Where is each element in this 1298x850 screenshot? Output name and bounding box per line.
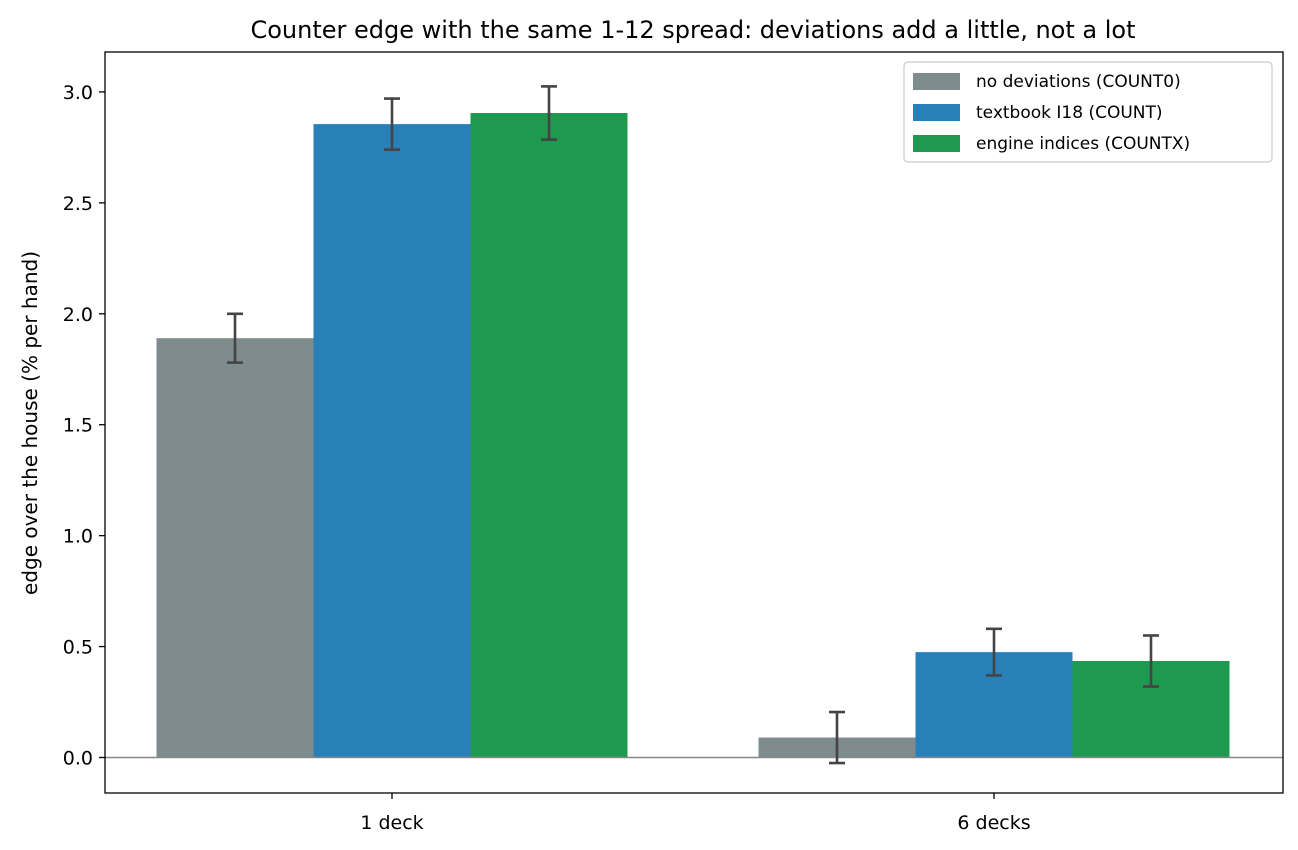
legend-label: engine indices (COUNTX) bbox=[976, 134, 1190, 154]
legend-label: textbook I18 (COUNT) bbox=[976, 103, 1163, 123]
error-bar bbox=[1143, 634, 1159, 688]
y-tick-label: 1.5 bbox=[63, 415, 93, 437]
legend: no deviations (COUNT0) textbook I18 (COUN… bbox=[903, 61, 1273, 163]
legend-item: textbook I18 (COUNT) bbox=[913, 103, 1163, 123]
x-tick-label: 1 deck bbox=[360, 812, 423, 834]
y-tick-label: 2.5 bbox=[63, 193, 93, 215]
x-tick-label: 6 decks bbox=[957, 812, 1030, 834]
error-bar bbox=[541, 85, 557, 141]
y-tick-label: 2.0 bbox=[63, 304, 93, 326]
y-tick-label: 0.0 bbox=[63, 748, 93, 770]
y-axis-label: edge over the house (% per hand) bbox=[18, 251, 42, 595]
error-bar bbox=[986, 627, 1002, 677]
y-tick-label: 0.5 bbox=[63, 637, 93, 659]
bar bbox=[313, 124, 471, 758]
chart-title: Counter edge with the same 1-12 spread: … bbox=[250, 16, 1135, 44]
legend-swatch bbox=[913, 104, 960, 121]
legend-swatch bbox=[913, 135, 960, 152]
plot-frame bbox=[104, 51, 1284, 794]
legend-item: engine indices (COUNTX) bbox=[913, 134, 1190, 154]
legend-swatch bbox=[913, 73, 960, 90]
legend-label: no deviations (COUNT0) bbox=[976, 72, 1181, 92]
x-axis: 1 deck 6 decks bbox=[360, 793, 1031, 834]
legend-box bbox=[903, 61, 1273, 163]
legend-item: no deviations (COUNT0) bbox=[913, 72, 1181, 92]
error-bar bbox=[227, 312, 243, 364]
y-tick-label: 1.0 bbox=[63, 526, 93, 548]
bar bbox=[156, 338, 314, 758]
y-axis: 0.0 0.5 1.0 1.5 2.0 2.5 3.0 bbox=[63, 82, 105, 770]
error-bar bbox=[384, 97, 400, 151]
error-bars-layer bbox=[227, 85, 1159, 765]
error-bar bbox=[829, 710, 845, 765]
bar bbox=[470, 113, 628, 758]
bars-layer bbox=[156, 113, 1230, 758]
y-tick-label: 3.0 bbox=[63, 82, 93, 104]
